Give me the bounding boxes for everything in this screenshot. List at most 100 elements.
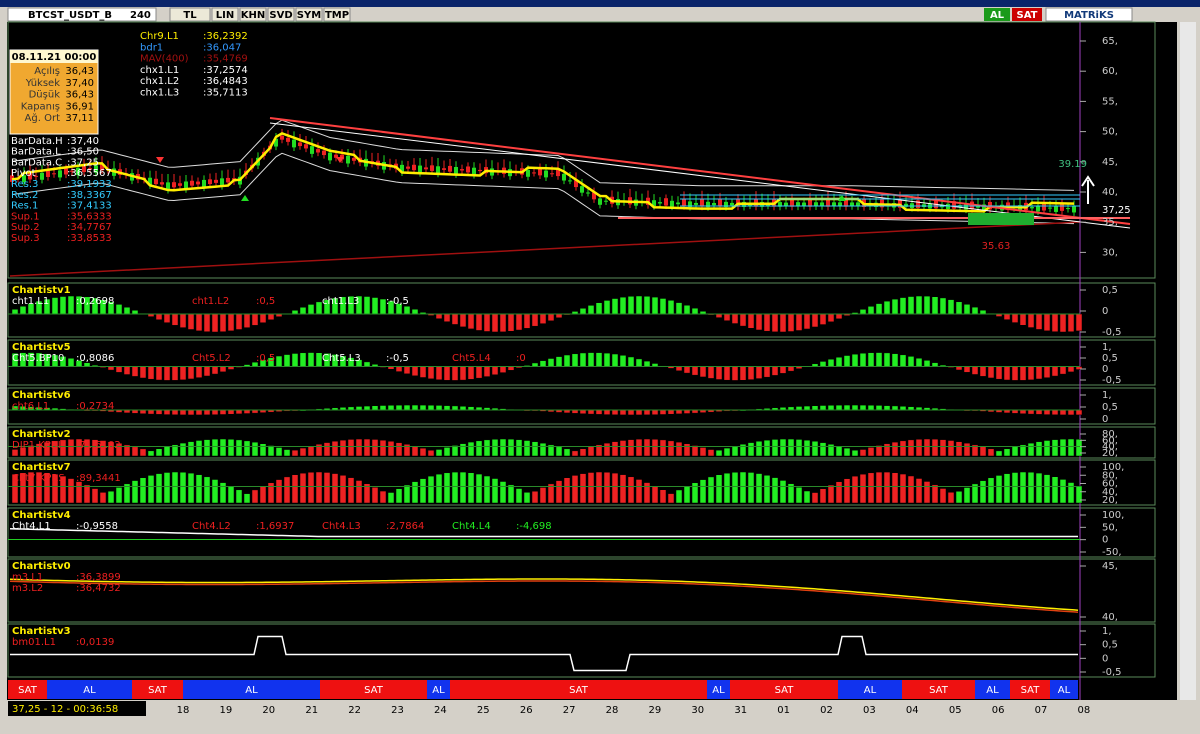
candle-body <box>448 165 452 172</box>
date-label: 24 <box>434 705 447 716</box>
sell-button[interactable] <box>1012 8 1042 21</box>
histogram-bar <box>603 442 611 457</box>
candle-body <box>802 202 806 206</box>
histogram-bar <box>1011 472 1019 504</box>
histogram-bar <box>275 355 283 367</box>
candle-body <box>226 177 230 183</box>
histogram-bar <box>699 366 707 378</box>
histogram-bar <box>987 477 995 504</box>
histogram-bar <box>547 313 555 322</box>
toolbar-button[interactable] <box>211 7 239 22</box>
axis-label: 0 <box>1102 364 1108 375</box>
histogram-bar <box>539 442 547 457</box>
histogram-bar <box>659 298 667 315</box>
legend-name: Chr9.L1 <box>140 31 179 42</box>
axis-label: 0 <box>1102 653 1108 664</box>
histogram-bar <box>827 484 835 504</box>
legend-name: Sup.3 <box>11 233 40 244</box>
histogram-bar <box>771 313 779 333</box>
toolbar-button[interactable] <box>295 7 323 22</box>
histogram-bar <box>603 471 611 504</box>
toolbar-button[interactable] <box>323 7 351 22</box>
histogram-bar <box>67 478 75 504</box>
histogram-bar <box>787 438 795 457</box>
histogram-bar <box>259 485 267 504</box>
histogram-bar <box>507 366 515 371</box>
histogram-bar <box>627 439 635 457</box>
histogram-bar <box>259 443 267 457</box>
histogram-bar <box>243 440 251 457</box>
histogram-bar <box>139 366 147 379</box>
histogram-bar <box>699 447 707 457</box>
histogram-bar <box>1059 479 1067 504</box>
histogram-bar <box>995 450 1003 457</box>
histogram-bar <box>403 444 411 457</box>
title-strip <box>0 0 1200 7</box>
histogram-bar <box>403 366 411 375</box>
histogram-bar <box>451 366 459 381</box>
candle-body <box>424 167 428 170</box>
buy-label: AL <box>990 10 1005 21</box>
indicator-title: Chartistv4 <box>12 510 71 521</box>
toolbar-button[interactable] <box>267 7 295 22</box>
histogram-bar <box>291 474 299 504</box>
histogram-bar <box>107 366 115 371</box>
histogram-bar <box>411 445 419 457</box>
histogram-bar <box>707 449 715 457</box>
histogram-bar <box>435 405 443 411</box>
candle-body <box>916 200 920 209</box>
histogram-bar <box>739 443 747 457</box>
candle-body <box>820 202 824 207</box>
histogram-bar <box>891 353 899 367</box>
histogram-bar <box>307 352 315 367</box>
histogram-bar <box>371 487 379 504</box>
histogram-bar <box>931 296 939 315</box>
histogram-bar <box>163 472 171 504</box>
histogram-bar <box>955 366 963 371</box>
histogram-bar <box>371 405 379 411</box>
legend-name: BarData.L <box>11 147 61 158</box>
date-label: 22 <box>348 705 361 716</box>
histogram-bar <box>155 409 163 415</box>
histogram-bar <box>651 439 659 457</box>
histogram-bar <box>251 441 259 457</box>
date-label: 28 <box>606 705 619 716</box>
histogram-bar <box>67 438 75 457</box>
histogram-bar <box>115 304 123 315</box>
histogram-bar <box>131 446 139 457</box>
histogram-bar <box>163 313 171 323</box>
panel <box>7 387 1156 425</box>
histogram-bar <box>947 492 955 504</box>
histogram-bar <box>35 471 43 504</box>
candle-body <box>538 168 542 176</box>
candle-body <box>178 183 182 186</box>
histogram-bar <box>555 480 563 504</box>
histogram-bar <box>107 441 115 457</box>
histogram-bar <box>1059 366 1067 375</box>
axis-label: 100, <box>1102 510 1124 521</box>
histogram-bar <box>331 440 339 457</box>
date-label: 31 <box>734 705 747 716</box>
candle-body <box>826 198 830 207</box>
histogram-bar <box>51 297 59 315</box>
histogram-bar <box>811 440 819 457</box>
signal-cell <box>47 680 132 699</box>
date-label: 20 <box>262 705 275 716</box>
candle-body <box>598 198 602 205</box>
histogram-bar <box>547 483 555 504</box>
toolbar-button[interactable] <box>239 7 267 22</box>
histogram-bar <box>91 439 99 457</box>
histogram-bar <box>1067 366 1075 373</box>
scrollbar <box>1180 22 1196 700</box>
legend-name: Pivot <box>11 168 36 179</box>
histogram-bar <box>979 446 987 457</box>
histogram-bar <box>579 352 587 367</box>
candle-body <box>172 182 176 188</box>
histogram-bar <box>739 366 747 381</box>
histogram-bar <box>779 438 787 457</box>
histogram-bar <box>875 303 883 315</box>
price-axis-label: 55, <box>1102 96 1118 107</box>
toolbar-button[interactable] <box>169 7 211 22</box>
buy-button[interactable] <box>984 8 1010 21</box>
